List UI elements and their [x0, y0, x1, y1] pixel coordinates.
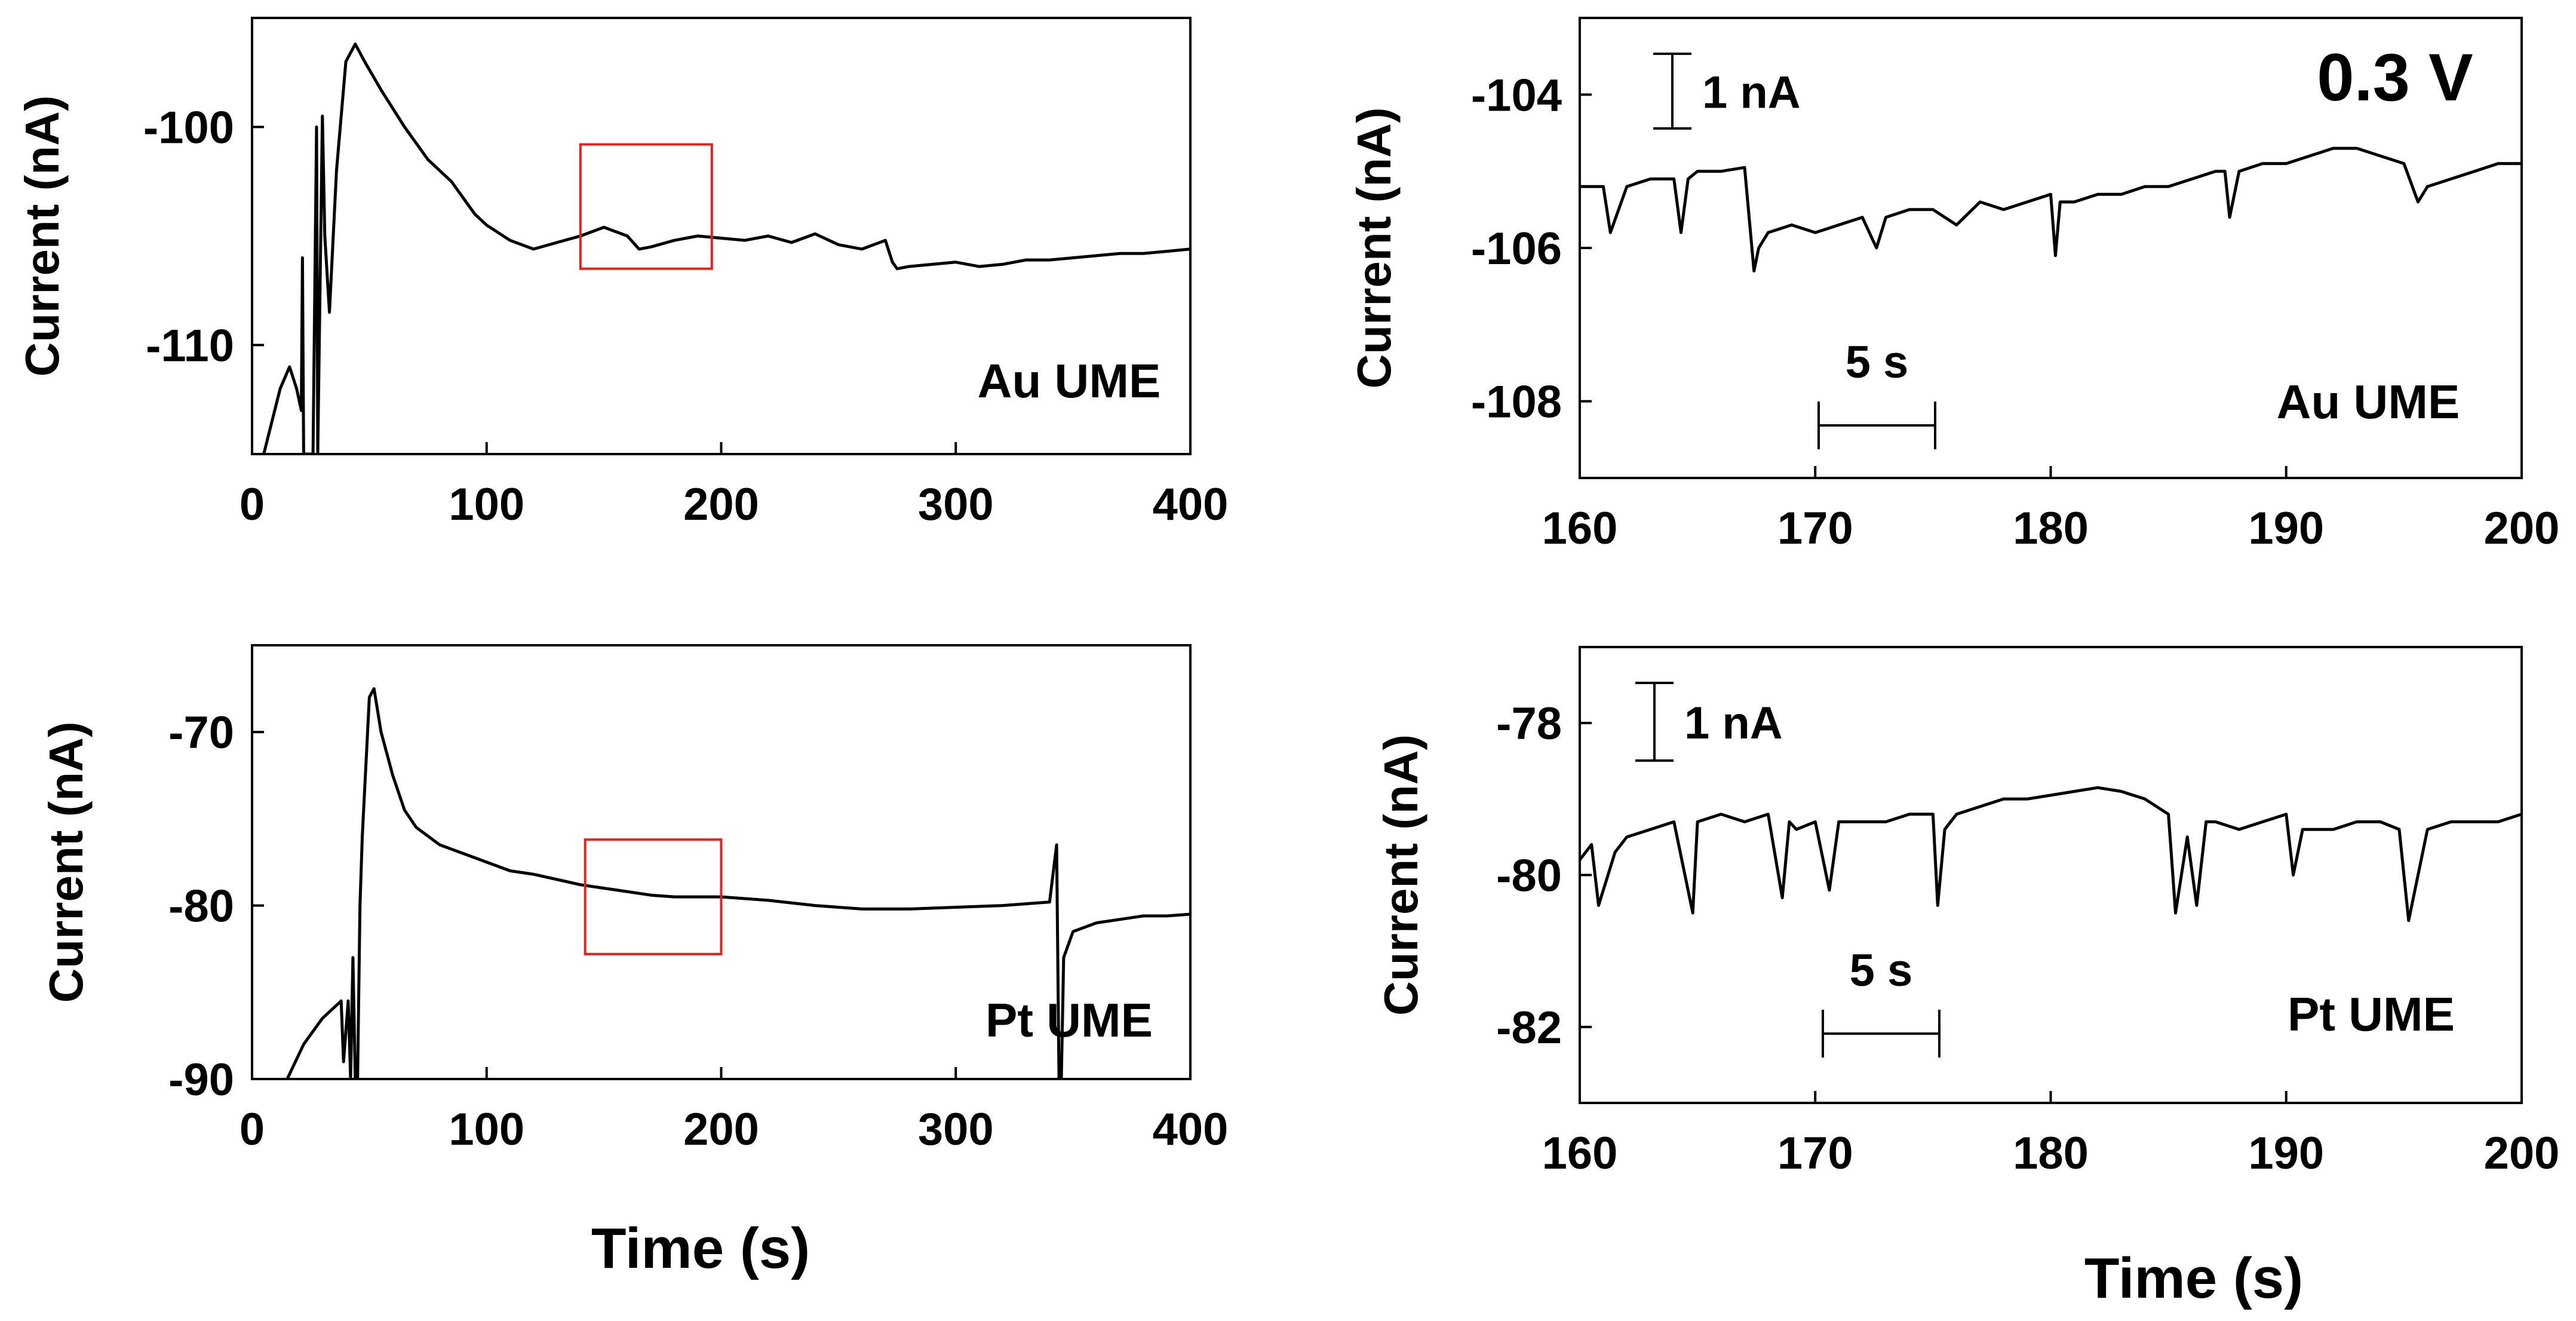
y-tick-label: -90	[168, 1055, 234, 1105]
x-tick-label: 170	[1777, 1128, 1853, 1179]
y-tick-label: -70	[168, 707, 234, 758]
x-tick-label: 300	[918, 479, 994, 530]
electrode-annotation: Pt UME	[2288, 988, 2455, 1041]
y-axis-label: Current (nA)	[1347, 107, 1401, 388]
x-tick-label: 160	[1542, 1128, 1618, 1179]
zoom-highlight-box	[579, 143, 713, 270]
data-line	[1580, 146, 2522, 272]
data-line	[285, 687, 1190, 1079]
x-tick-label: 300	[918, 1104, 994, 1155]
time-scale-label: 5 s	[1846, 337, 1909, 388]
x-tick-label: 180	[2013, 503, 2089, 554]
x-tick-label: 0	[240, 1104, 265, 1155]
shared-xlabel-left: Time (s)	[591, 1216, 810, 1280]
y-tick-label: -80	[168, 881, 234, 932]
electrode-annotation: Au UME	[2277, 375, 2460, 428]
x-tick-label: 0	[240, 479, 265, 530]
y-axis-label: Current (nA)	[39, 721, 93, 1003]
x-tick-label: 200	[2484, 503, 2560, 554]
y-tick-label: -110	[146, 321, 234, 372]
y-axis-label: Current (nA)	[16, 95, 69, 376]
electrode-annotation: Au UME	[978, 354, 1161, 407]
x-tick-label: 200	[683, 479, 759, 530]
y-tick-label: -78	[1496, 698, 1562, 749]
y-tick-label: -80	[1496, 851, 1562, 902]
current-scale-label: 1 nA	[1684, 698, 1783, 749]
y-tick-label: -104	[1471, 70, 1562, 121]
au-full-panel: 0 100 200 300 400 -100 -110 Current (nA) Au UME	[16, 17, 1229, 530]
y-tick-label: -100	[143, 103, 234, 154]
x-tick-label: 170	[1777, 503, 1853, 554]
x-tick-label: 100	[449, 479, 524, 530]
shared-xlabel-right: Time (s)	[2084, 1246, 2303, 1310]
x-tick-label: 190	[2248, 1128, 2324, 1179]
zoom-highlight-box	[584, 838, 723, 955]
x-tick-label: 400	[1153, 1104, 1229, 1155]
x-tick-label: 200	[2484, 1128, 2560, 1179]
au-zoom-panel: 160 170 180 190 200 -104 -106 -108 Current (nA) A…	[1347, 17, 2560, 554]
electrode-annotation: Pt UME	[985, 994, 1153, 1047]
y-tick-label: -108	[1471, 377, 1562, 428]
time-scale-label: 5 s	[1850, 945, 1913, 996]
x-tick-label: 100	[449, 1104, 524, 1155]
current-scale-label: 1 nA	[1702, 68, 1801, 118]
y-axis-label: Current (nA)	[1374, 734, 1427, 1016]
x-tick-label: 400	[1153, 479, 1229, 530]
x-tick-label: 200	[683, 1104, 759, 1155]
pt-zoom-panel: 160 170 180 190 200 -78 -80 -82 Current (nA) Pt U…	[1374, 646, 2560, 1179]
y-tick-label: -106	[1471, 223, 1562, 274]
y-tick-label: -82	[1496, 1003, 1562, 1053]
data-line	[262, 42, 1190, 454]
voltage-label: 0.3 V	[2317, 40, 2473, 115]
x-tick-label: 180	[2013, 1128, 2089, 1179]
data-line	[1580, 786, 2522, 922]
pt-full-panel: 0 100 200 300 400 -70 -80 -90 Current (nA) Pt UME	[39, 644, 1229, 1155]
x-tick-label: 160	[1542, 503, 1618, 554]
x-tick-label: 190	[2248, 503, 2324, 554]
